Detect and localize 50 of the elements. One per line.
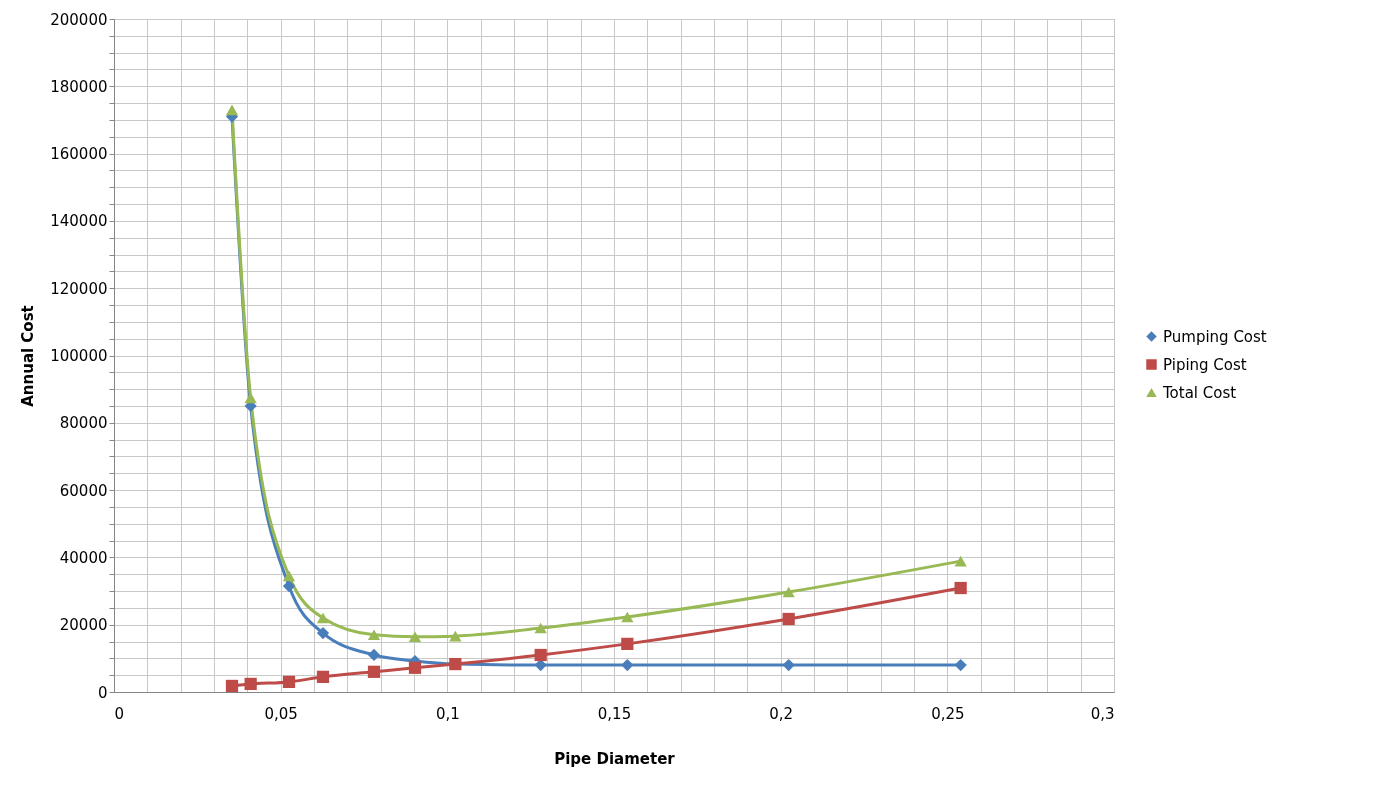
point: [282, 579, 296, 593]
point: [244, 392, 257, 404]
point: [225, 679, 239, 693]
point: [367, 648, 381, 662]
point: [782, 612, 795, 626]
y-tick-label: 80000: [59, 414, 108, 433]
x-tick-label: 0,15: [597, 704, 632, 723]
y-axis-title: Annual Cost: [19, 305, 38, 407]
legend-label: Pumping Cost: [1163, 327, 1267, 346]
point: [621, 611, 634, 623]
legend-label: Piping Cost: [1163, 355, 1247, 374]
point: [621, 637, 634, 650]
point: [316, 626, 330, 640]
x-tick-label: 0,2: [769, 704, 794, 723]
point: [534, 648, 547, 662]
point: [244, 677, 257, 691]
point: [954, 658, 967, 672]
point: [954, 555, 967, 567]
y-tick-label: 180000: [50, 77, 108, 96]
x-tick-label: 0,25: [931, 704, 965, 723]
y-tick-label: 160000: [50, 145, 108, 164]
point: [449, 630, 462, 642]
y-tick-label: 120000: [50, 279, 108, 298]
x-tick-label: 0,1: [435, 704, 460, 723]
point: [282, 570, 296, 582]
point: [367, 629, 381, 641]
point: [316, 612, 330, 624]
point: [316, 670, 330, 683]
x-tick-label: 0,3: [1090, 704, 1115, 723]
point: [225, 104, 239, 116]
point: [367, 665, 381, 678]
point: [408, 631, 422, 643]
y-tick-label: 20000: [59, 616, 108, 635]
point: [782, 586, 795, 598]
y-tick-label: 100000: [50, 347, 108, 365]
point: [621, 658, 634, 672]
point: [282, 675, 296, 689]
x-tick-label: 0: [114, 704, 125, 723]
y-tick-label: 0: [97, 683, 108, 702]
y-tick-label: 200000: [50, 10, 108, 29]
y-tick-label: 60000: [59, 481, 108, 500]
legend-label: Total Cost: [1162, 383, 1237, 402]
point: [954, 581, 967, 595]
x-tick-label: 0,05: [264, 704, 298, 723]
y-tick-label: 40000: [59, 548, 108, 567]
point: [534, 622, 547, 634]
point: [408, 661, 422, 674]
y-tick-label: 140000: [50, 212, 108, 231]
point: [782, 658, 795, 672]
x-axis-title: Pipe Diameter: [554, 749, 676, 768]
